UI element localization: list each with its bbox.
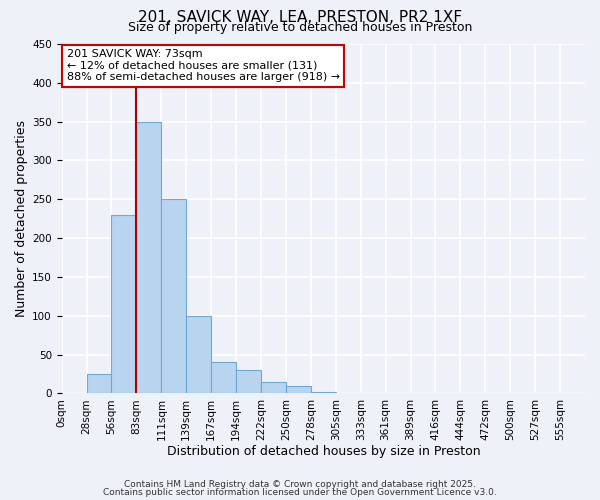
Bar bbox=[86, 374, 112, 394]
Text: Size of property relative to detached houses in Preston: Size of property relative to detached ho… bbox=[128, 21, 472, 34]
Bar bbox=[311, 392, 336, 394]
X-axis label: Distribution of detached houses by size in Preston: Distribution of detached houses by size … bbox=[167, 444, 480, 458]
Bar bbox=[211, 362, 236, 394]
Bar bbox=[236, 370, 261, 394]
Bar bbox=[136, 122, 161, 394]
Bar bbox=[161, 200, 186, 394]
Y-axis label: Number of detached properties: Number of detached properties bbox=[15, 120, 28, 317]
Text: Contains HM Land Registry data © Crown copyright and database right 2025.: Contains HM Land Registry data © Crown c… bbox=[124, 480, 476, 489]
Bar bbox=[286, 386, 311, 394]
Text: 201, SAVICK WAY, LEA, PRESTON, PR2 1XF: 201, SAVICK WAY, LEA, PRESTON, PR2 1XF bbox=[138, 10, 462, 25]
Bar bbox=[261, 382, 286, 394]
Text: Contains public sector information licensed under the Open Government Licence v3: Contains public sector information licen… bbox=[103, 488, 497, 497]
Bar bbox=[112, 215, 136, 394]
Text: 201 SAVICK WAY: 73sqm
← 12% of detached houses are smaller (131)
88% of semi-det: 201 SAVICK WAY: 73sqm ← 12% of detached … bbox=[67, 49, 340, 82]
Bar bbox=[186, 316, 211, 394]
